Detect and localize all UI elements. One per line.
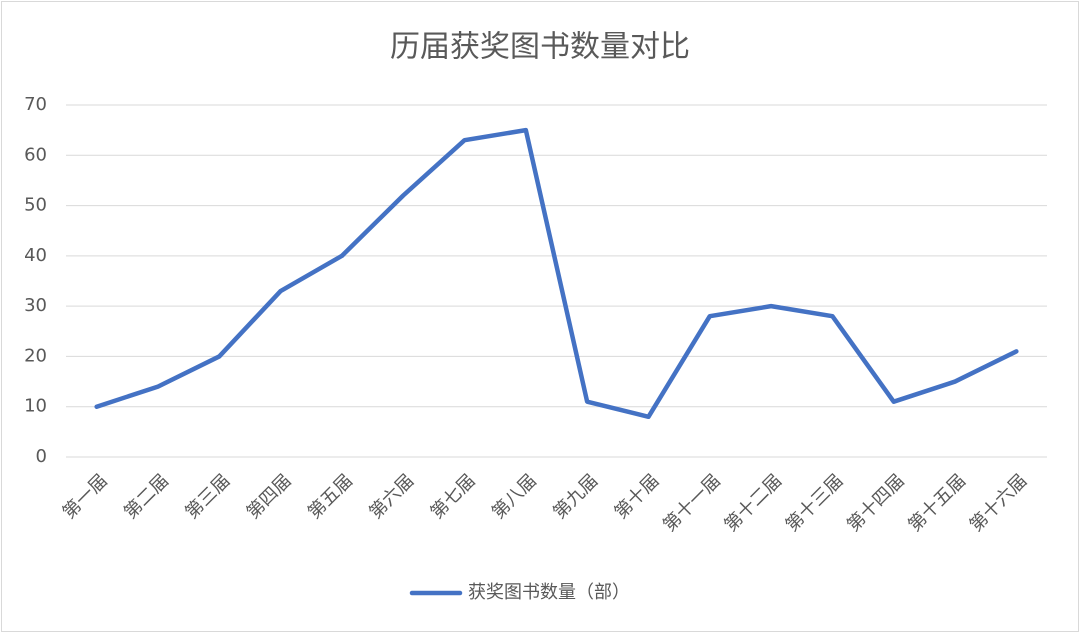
data-line bbox=[94, 127, 1019, 420]
y-tick-label: 30 bbox=[24, 295, 47, 316]
y-tick-label: 20 bbox=[24, 345, 47, 366]
y-tick-label: 0 bbox=[36, 446, 47, 467]
y-tick-label: 10 bbox=[24, 396, 47, 417]
y-tick-label: 50 bbox=[24, 195, 47, 216]
legend-label: 获奖图书数量（部） bbox=[468, 582, 630, 603]
chart-title: 历届获奖图书数量对比 bbox=[390, 30, 690, 65]
y-tick-label: 40 bbox=[24, 245, 47, 266]
y-tick-label: 70 bbox=[24, 94, 47, 115]
y-tick-label: 60 bbox=[24, 144, 47, 165]
